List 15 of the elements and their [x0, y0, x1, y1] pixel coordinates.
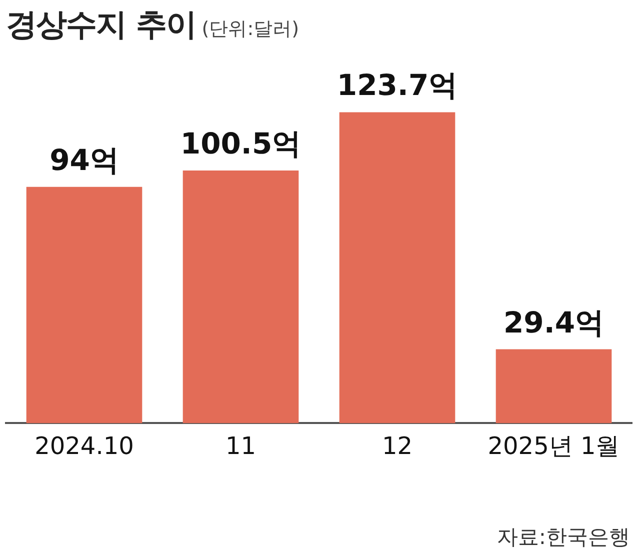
bar: [182, 170, 299, 424]
data-label: 94억: [50, 142, 119, 177]
chart-title: 경상수지 추이: [6, 7, 196, 43]
bar: [496, 349, 612, 424]
x-tick-label: 11: [225, 432, 256, 460]
x-tick-label: 2025년 1월: [488, 432, 620, 460]
text: 자료:한국은행: [496, 524, 630, 551]
chart-subtitle: (단위:달러): [202, 18, 300, 40]
bar: [26, 186, 142, 424]
data-label: 100.5억: [180, 126, 302, 161]
bar: [339, 112, 456, 424]
x-tick-label: 2024.10: [34, 432, 134, 460]
x-tick-label: 12: [382, 432, 413, 460]
data-label: 29.4억: [503, 305, 604, 340]
data-label: 123.7억: [336, 68, 458, 102]
